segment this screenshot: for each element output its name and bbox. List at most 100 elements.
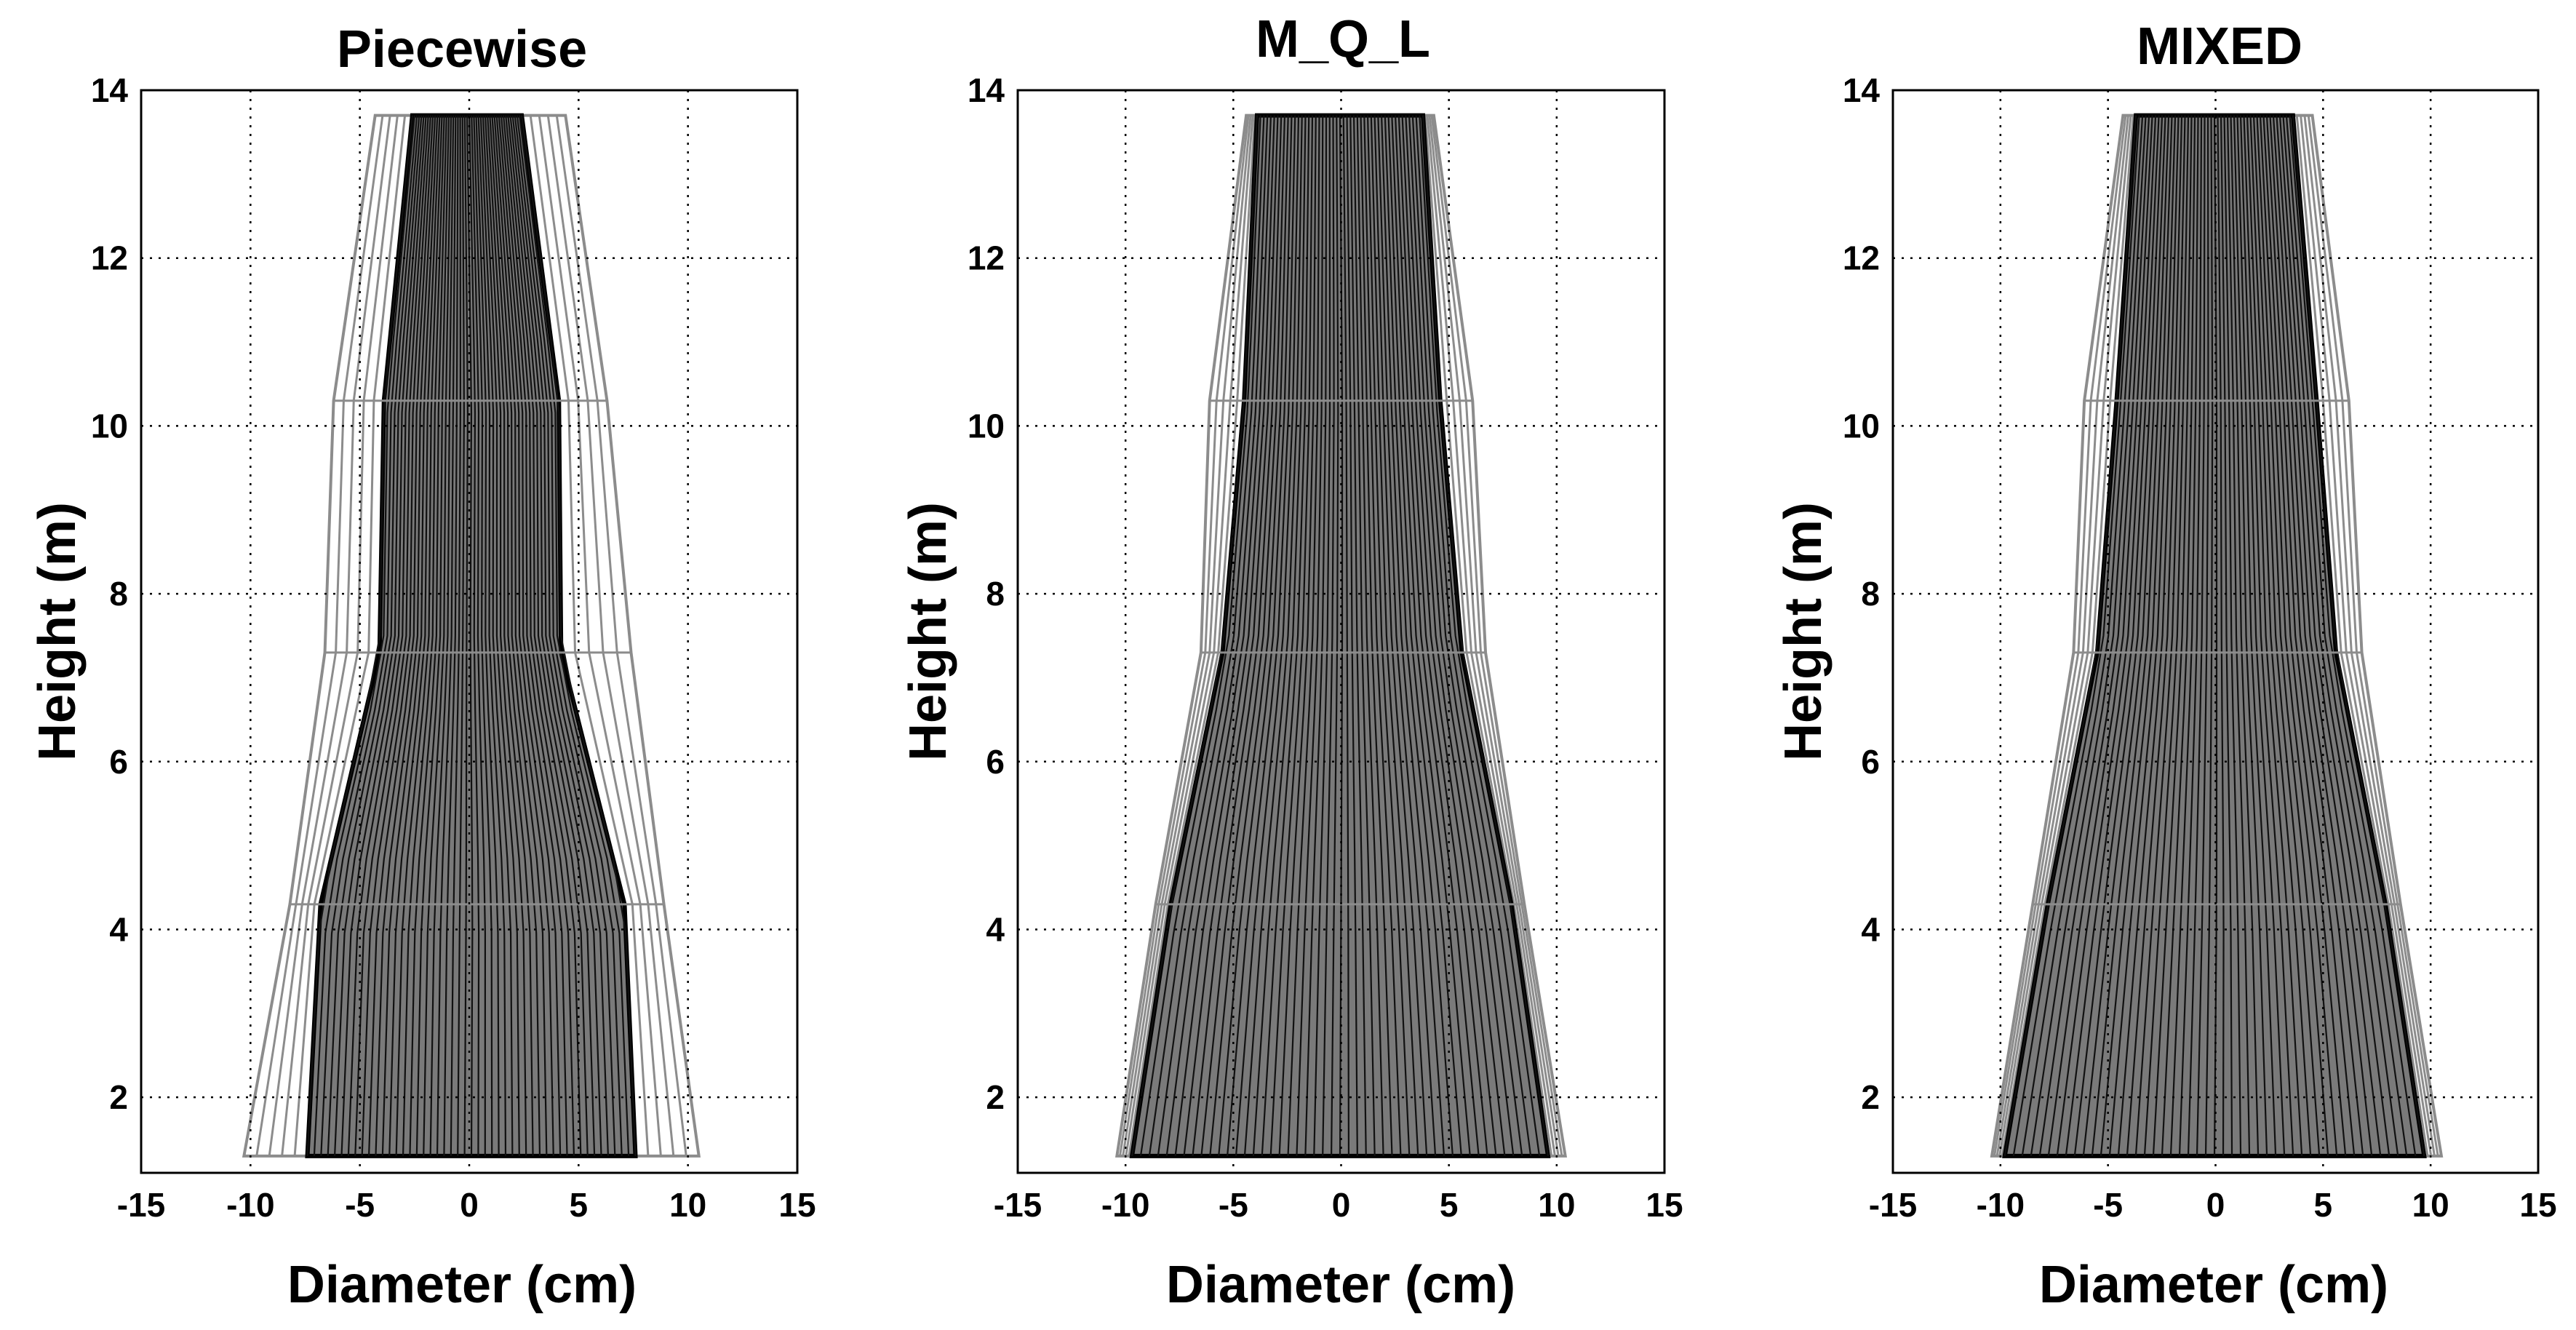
fibre-line — [471, 115, 487, 1156]
fibre-line — [1243, 115, 1303, 1157]
y-tick-label: 8 — [109, 575, 128, 613]
fibre-line — [361, 115, 431, 1156]
panel-title: MIXED — [2137, 17, 2302, 76]
x-tick-label: 15 — [778, 1186, 816, 1224]
fibre-line — [2230, 115, 2260, 1156]
fibre-line — [436, 115, 457, 1156]
fibre-line — [2100, 115, 2173, 1157]
fibre-line — [1363, 115, 1402, 1156]
grid-lines — [1893, 89, 2538, 1173]
fibre-line — [2143, 115, 2190, 1156]
fibre-line — [1296, 115, 1324, 1156]
fibre-line — [1192, 115, 1283, 1157]
fibre-line — [443, 115, 459, 1156]
fibre-line — [1139, 115, 1261, 1157]
y-tick-labels: 2 4 6 8 10 12 14 — [91, 71, 129, 1116]
fibre-line — [482, 115, 520, 1156]
fibre-line — [306, 115, 413, 1156]
x-tick-labels: -15 -10 -5 0 5 10 15 — [1869, 1186, 2557, 1224]
fibre-line — [2204, 115, 2214, 1156]
fibre-line — [1157, 115, 1269, 1157]
fibre-line — [1405, 115, 1506, 1157]
fibre-line — [1419, 115, 1541, 1157]
plot-frame — [1891, 89, 2540, 1174]
fibre-line — [495, 115, 562, 1156]
fibre-line — [1422, 115, 1550, 1157]
fibre-line — [511, 115, 610, 1156]
fibre-line — [333, 115, 423, 1156]
fibre-line — [2252, 115, 2321, 1157]
fibre-line — [1183, 115, 1279, 1157]
fibre-line — [2196, 115, 2209, 1156]
x-tick-label: -10 — [1977, 1186, 2025, 1224]
y-tick-label: 8 — [986, 575, 1005, 613]
contour-line — [1125, 114, 1557, 1158]
fibre-line — [1200, 115, 1286, 1157]
x-tick-label: 5 — [570, 1186, 589, 1224]
fibre-line — [487, 115, 534, 1156]
plot-frame — [140, 89, 799, 1174]
grid-lines — [141, 89, 797, 1173]
fibre-line — [2223, 115, 2242, 1156]
fibre-line — [1384, 115, 1454, 1157]
fibre-line — [1370, 115, 1419, 1156]
fibre-line — [2187, 115, 2206, 1156]
fibre-line — [313, 115, 416, 1156]
fibre-line — [498, 115, 568, 1156]
fibre-line — [1391, 115, 1471, 1157]
y-tick-label: 4 — [109, 910, 128, 948]
fibre-line — [381, 115, 439, 1156]
fibre-line — [491, 115, 548, 1156]
fibre-line — [1411, 115, 1523, 1157]
fibre-line — [320, 115, 418, 1156]
fibre-line — [1278, 115, 1317, 1156]
x-tick-label: 10 — [1538, 1186, 1575, 1224]
fibre-line — [2091, 115, 2170, 1157]
fibre-line — [514, 115, 616, 1156]
fibre-line — [395, 115, 443, 1156]
x-axis-label: Diameter (cm) — [287, 1256, 637, 1314]
fibre-line — [2082, 115, 2166, 1157]
fibre-line — [2236, 115, 2277, 1156]
fibre-line — [1380, 115, 1445, 1157]
fibre-line — [468, 115, 480, 1156]
x-tick-label: -10 — [1101, 1186, 1149, 1224]
y-axis-label: Height (m) — [28, 502, 87, 761]
fibre-line — [1366, 115, 1411, 1156]
y-tick-labels: 2 4 6 8 10 12 14 — [968, 71, 1005, 1116]
fibre-line — [507, 115, 596, 1156]
fibre-line — [367, 115, 434, 1156]
contour-line — [1121, 114, 1560, 1158]
fibre-line — [1148, 115, 1265, 1157]
y-tick-label: 12 — [91, 239, 128, 277]
fibre-line — [2021, 115, 2144, 1157]
y-axis-label: Height (m) — [899, 502, 957, 761]
fibre-line — [1322, 115, 1335, 1156]
fibre-line — [415, 115, 450, 1156]
fibre-line — [2269, 115, 2364, 1157]
y-tick-label: 6 — [986, 743, 1005, 781]
fibre-line — [1401, 115, 1497, 1157]
fibre-line — [489, 115, 541, 1156]
fibre-line — [2226, 115, 2251, 1156]
y-tick-label: 4 — [1861, 910, 1880, 948]
fibre-line — [2073, 115, 2164, 1157]
fibre-line — [2134, 115, 2186, 1157]
panel-mixed: MIXED -15 -10 -5 0 5 10 15 2 4 6 8 10 12 14 Diameter… — [1774, 17, 2557, 1314]
fibre-line — [2289, 115, 2417, 1157]
x-axis-label: Diameter (cm) — [2039, 1256, 2388, 1314]
fibre-line — [1287, 115, 1320, 1156]
fibre-line — [1360, 115, 1393, 1156]
fibre-line — [1352, 115, 1376, 1156]
fibre-line — [1356, 115, 1384, 1156]
fibre-line — [409, 115, 447, 1156]
y-tick-label: 14 — [968, 71, 1005, 109]
contour-line — [280, 114, 663, 1158]
fibre-line — [2126, 115, 2183, 1157]
panel-m-q-l: M_Q_L -15 -10 -5 0 5 10 15 2 4 6 8 10 12 14 Diameter… — [899, 10, 1683, 1314]
fibre-line — [1174, 115, 1275, 1157]
stem-profile-plot — [1990, 113, 2444, 1158]
contour-line — [268, 114, 675, 1158]
fibre-line — [375, 115, 436, 1156]
fibre-line — [2243, 115, 2294, 1156]
